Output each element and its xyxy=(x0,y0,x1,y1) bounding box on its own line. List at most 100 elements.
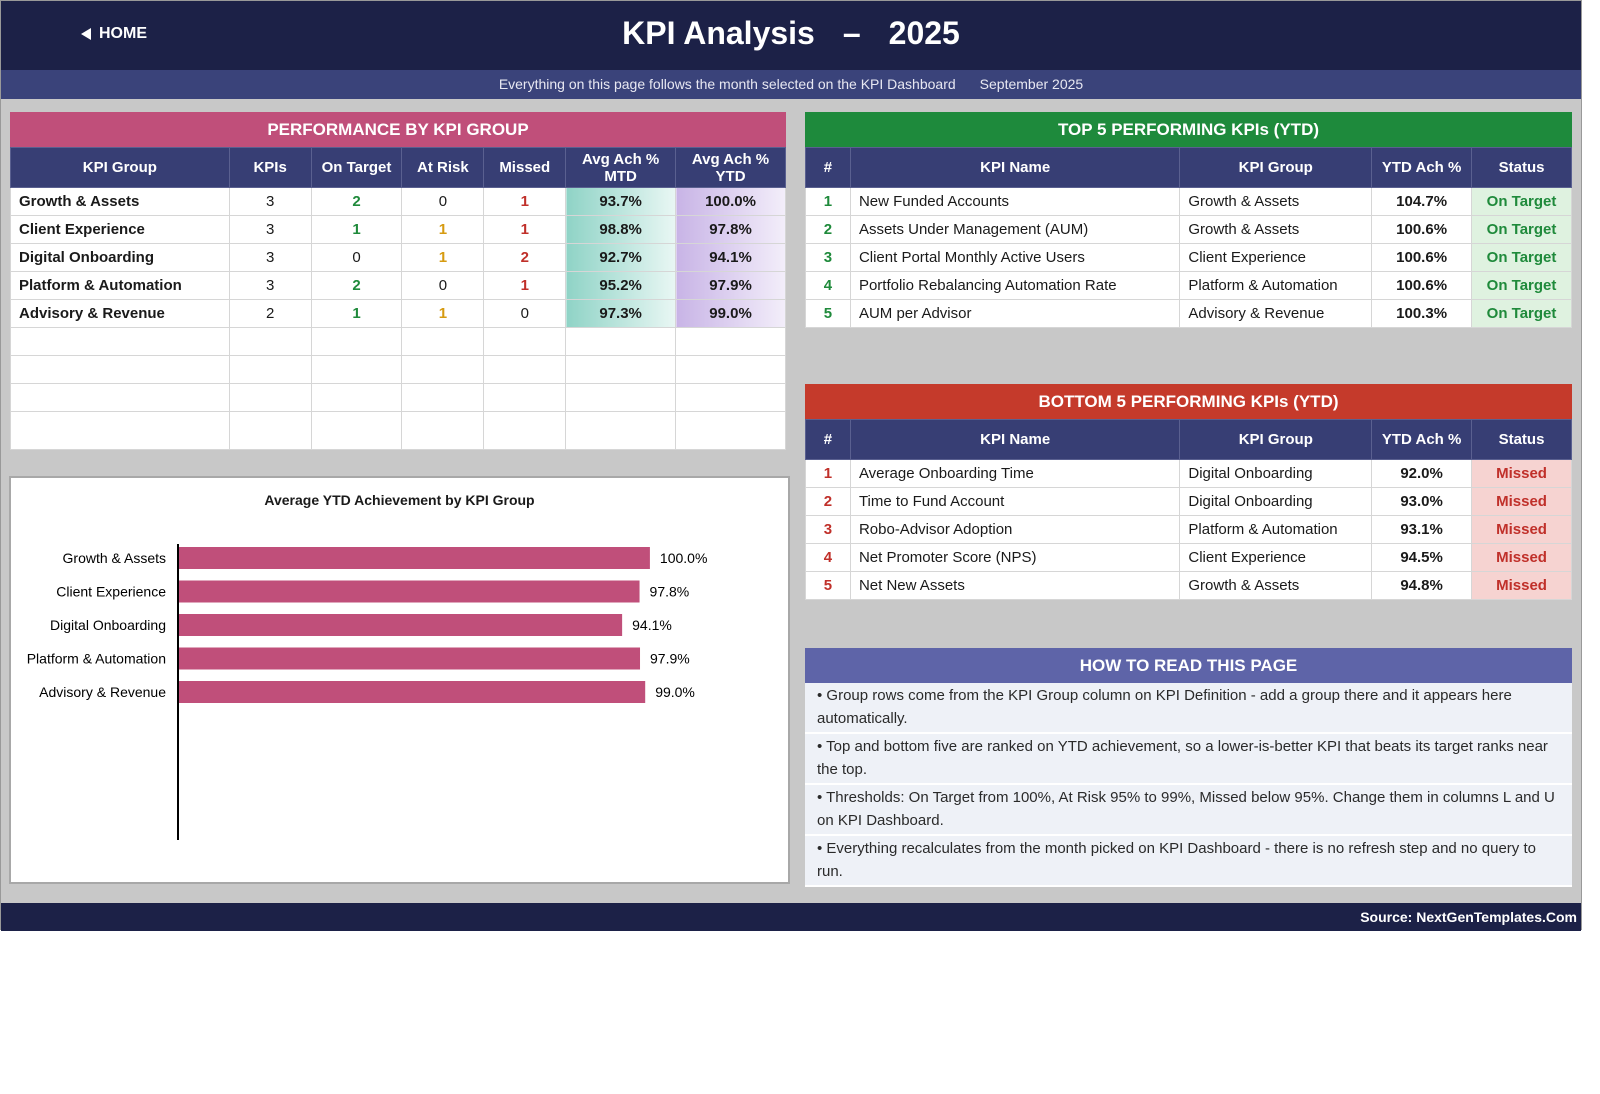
col-avg-ytd: Avg Ach % YTD xyxy=(675,147,786,188)
kpi-count: 3 xyxy=(228,243,312,272)
col-kpi-group: KPI Group xyxy=(10,147,230,188)
perf-panel-header: PERFORMANCE BY KPI GROUP xyxy=(10,112,786,147)
col-on-target: On Target xyxy=(310,147,403,188)
status-badge: On Target xyxy=(1471,215,1572,244)
rank-number: 1 xyxy=(805,187,851,216)
empty-row xyxy=(10,355,786,384)
chart-bar xyxy=(179,647,641,670)
missed-count: 1 xyxy=(483,187,567,216)
at-risk-count: 1 xyxy=(401,299,485,328)
perf-row: Platform & Automation 3 2 0 1 95.2% 97.9% xyxy=(10,271,786,300)
bottom5-row: 4 Net Promoter Score (NPS) Client Experien… xyxy=(805,543,1572,572)
avg-mtd-value: 97.3% xyxy=(565,299,677,328)
kpi-group: Platform & Automation xyxy=(1179,515,1373,544)
at-risk-count: 1 xyxy=(401,215,485,244)
rank-number: 1 xyxy=(805,459,851,488)
chart-category-label: Advisory & Revenue xyxy=(39,684,166,700)
kpi-group: Client Experience xyxy=(1179,243,1373,272)
chart-bar xyxy=(179,547,650,569)
bottom5-col-name: KPI Name xyxy=(849,419,1181,460)
kpi-count: 3 xyxy=(228,187,312,216)
howto-panel-header: HOW TO READ THIS PAGE xyxy=(805,648,1572,683)
on-target-count: 2 xyxy=(310,187,403,216)
at-risk-count: 0 xyxy=(401,271,485,300)
top5-col-ytd: YTD Ach % xyxy=(1371,147,1473,188)
kpi-group: Client Experience xyxy=(1179,543,1373,572)
status-badge: On Target xyxy=(1471,271,1572,300)
kpi-name: Portfolio Rebalancing Automation Rate xyxy=(849,271,1181,300)
chart-data-label: 100.0% xyxy=(660,550,707,566)
avg-ytd-value: 100.0% xyxy=(675,187,786,216)
ytd-ach-value: 93.1% xyxy=(1371,515,1473,544)
status-badge: Missed xyxy=(1471,571,1572,600)
kpi-name: Net Promoter Score (NPS) xyxy=(849,543,1181,572)
top5-col-name: KPI Name xyxy=(849,147,1181,188)
missed-count: 0 xyxy=(483,299,567,328)
ytd-chart-panel: Average YTD Achievement by KPI Group Gro… xyxy=(9,476,790,884)
rank-number: 5 xyxy=(805,571,851,600)
bottom5-col-ytd: YTD Ach % xyxy=(1371,419,1473,460)
kpi-name: Average Onboarding Time xyxy=(849,459,1181,488)
ytd-bar-chart: Growth & Assets 100.0% Client Experience 97… xyxy=(27,544,707,840)
avg-ytd-value: 97.9% xyxy=(675,271,786,300)
kpi-group: Growth & Assets xyxy=(1179,187,1373,216)
col-kpis: KPIs xyxy=(228,147,312,188)
kpi-group-name: Digital Onboarding xyxy=(10,243,230,272)
missed-count: 2 xyxy=(483,243,567,272)
bottom5-col-rank: # xyxy=(805,419,851,460)
howto-item: • Everything recalculates from the month… xyxy=(805,836,1572,887)
title-year: 2025 xyxy=(888,15,960,51)
bottom5-row: 2 Time to Fund Account Digital Onboarding 9… xyxy=(805,487,1572,516)
chart-category-label: Platform & Automation xyxy=(27,651,166,667)
top5-col-rank: # xyxy=(805,147,851,188)
perf-row: Digital Onboarding 3 0 1 2 92.7% 94.1% xyxy=(10,243,786,272)
top5-row: 4 Portfolio Rebalancing Automation Rate Pl… xyxy=(805,271,1572,300)
source-credit: Source: NextGenTemplates.Com xyxy=(1360,909,1577,925)
kpi-name: New Funded Accounts xyxy=(849,187,1181,216)
selected-month: September 2025 xyxy=(979,76,1084,92)
howto-item: • Thresholds: On Target from 100%, At Ri… xyxy=(805,785,1572,836)
avg-mtd-value: 92.7% xyxy=(565,243,677,272)
perf-row: Client Experience 3 1 1 1 98.8% 97.8% xyxy=(10,215,786,244)
footer-bar: Source: NextGenTemplates.Com xyxy=(1,903,1581,931)
avg-mtd-value: 93.7% xyxy=(565,187,677,216)
perf-row: Advisory & Revenue 2 1 1 0 97.3% 99.0% xyxy=(10,299,786,328)
kpi-name: Client Portal Monthly Active Users xyxy=(849,243,1181,272)
rank-number: 5 xyxy=(805,299,851,328)
chart-data-label: 97.8% xyxy=(650,584,690,600)
empty-row xyxy=(10,411,786,450)
kpi-group-name: Client Experience xyxy=(10,215,230,244)
at-risk-count: 0 xyxy=(401,187,485,216)
top5-row: 1 New Funded Accounts Growth & Assets 104.7… xyxy=(805,187,1572,216)
title-text: KPI Analysis xyxy=(622,15,815,51)
chart-bar xyxy=(179,580,640,603)
avg-ytd-value: 94.1% xyxy=(675,243,786,272)
missed-count: 1 xyxy=(483,215,567,244)
back-triangle-icon xyxy=(81,28,91,40)
rank-number: 2 xyxy=(805,215,851,244)
home-label: HOME xyxy=(99,25,147,42)
ytd-ach-value: 100.6% xyxy=(1371,215,1473,244)
chart-title: Average YTD Achievement by KPI Group xyxy=(264,492,535,508)
avg-mtd-value: 98.8% xyxy=(565,215,677,244)
chart-category-label: Growth & Assets xyxy=(63,550,166,566)
kpi-name: AUM per Advisor xyxy=(849,299,1181,328)
kpi-group: Growth & Assets xyxy=(1179,215,1373,244)
rank-number: 4 xyxy=(805,543,851,572)
kpi-name: Net New Assets xyxy=(849,571,1181,600)
bottom5-col-group: KPI Group xyxy=(1179,419,1373,460)
col-missed: Missed xyxy=(483,147,567,188)
empty-row xyxy=(10,383,786,412)
bottom5-row: 1 Average Onboarding Time Digital Onboardi… xyxy=(805,459,1572,488)
kpi-count: 3 xyxy=(228,271,312,300)
home-button[interactable]: HOME xyxy=(81,25,147,43)
top5-row: 5 AUM per Advisor Advisory & Revenue 100.3%… xyxy=(805,299,1572,328)
ytd-ach-value: 94.8% xyxy=(1371,571,1473,600)
top5-col-status: Status xyxy=(1471,147,1572,188)
perf-table: KPI Group KPIs On Target At Risk Missed … xyxy=(10,147,786,450)
ytd-ach-value: 104.7% xyxy=(1371,187,1473,216)
kpi-name: Time to Fund Account xyxy=(849,487,1181,516)
chart-data-label: 97.9% xyxy=(650,651,690,667)
